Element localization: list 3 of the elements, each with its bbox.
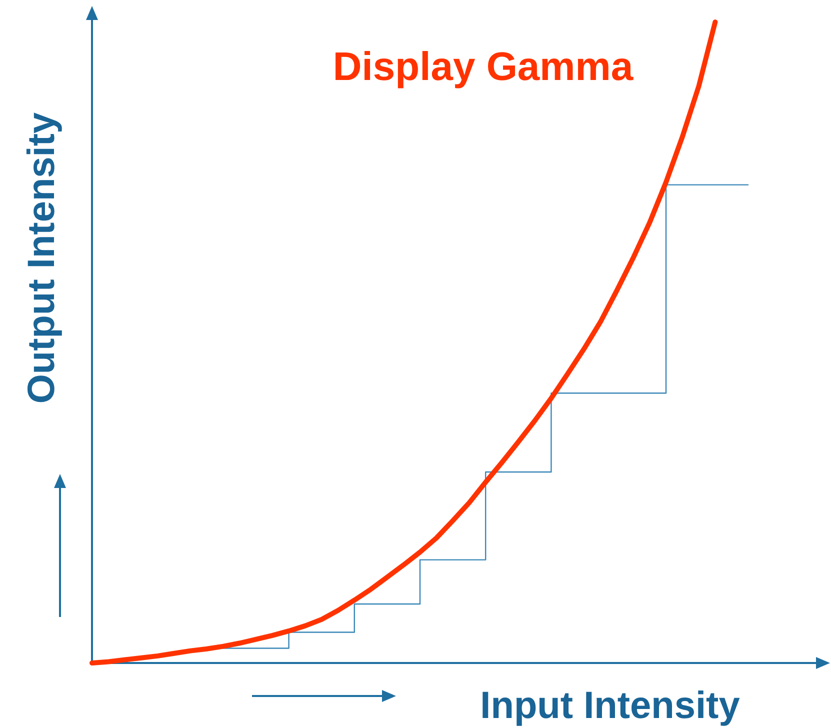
- y-axis-title: Output Intensity: [21, 112, 63, 404]
- text: Display Gamma: [332, 45, 634, 89]
- x-axis-title: Input Intensity: [480, 685, 740, 727]
